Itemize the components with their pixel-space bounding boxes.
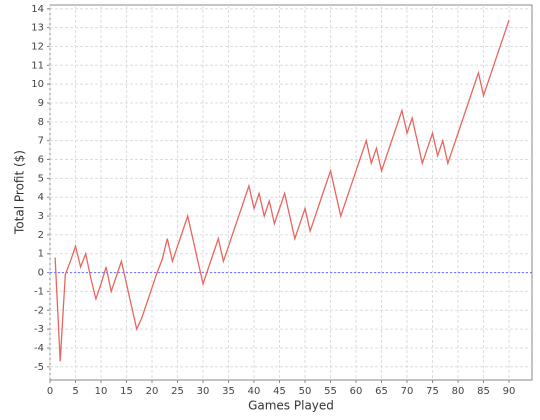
y-tick-label: 11 [31, 60, 44, 71]
line-series [54, 19, 510, 362]
x-tick-label: 80 [452, 386, 465, 397]
y-tick-label: 0 [38, 268, 44, 279]
x-tick-label: 55 [324, 386, 337, 397]
x-tick-label: 30 [197, 386, 210, 397]
y-axis-label: Total Profit ($) [13, 150, 27, 235]
plot-area [49, 4, 533, 381]
y-tick-label: 9 [38, 98, 44, 109]
x-tick-label: 40 [248, 386, 261, 397]
y-tick-label: 3 [38, 211, 44, 222]
x-tick-label: 45 [273, 386, 286, 397]
y-tick-label: 14 [31, 4, 44, 15]
x-tick-label: 0 [47, 386, 53, 397]
y-tick-label: -3 [34, 324, 44, 335]
x-tick-label: 65 [375, 386, 388, 397]
y-tick-label: 5 [38, 173, 44, 184]
y-tick-label: -1 [34, 286, 44, 297]
x-tick-label: 35 [222, 386, 235, 397]
x-axis-label: Games Played [248, 399, 334, 413]
y-tick-label: 4 [38, 192, 44, 203]
y-tick-label: 13 [31, 23, 44, 34]
y-tick-label: 2 [38, 230, 44, 241]
x-tick-label: 70 [401, 386, 414, 397]
x-tick-label: 5 [72, 386, 78, 397]
y-tick-label: 8 [38, 117, 44, 128]
x-tick-label: 15 [120, 386, 133, 397]
y-tick-label: 7 [38, 136, 44, 147]
y-tick-label: -4 [34, 343, 44, 354]
x-tick-label: 50 [299, 386, 312, 397]
x-tick-label: 60 [350, 386, 363, 397]
x-tick-label: 90 [503, 386, 516, 397]
y-tick-label: 6 [38, 155, 44, 166]
y-tick-label: 10 [31, 79, 44, 90]
x-tick-label: 75 [426, 386, 439, 397]
y-tick-label: 1 [38, 249, 44, 260]
x-tick-label: 10 [95, 386, 108, 397]
x-tick-label: 25 [171, 386, 184, 397]
x-tick-label: 85 [477, 386, 490, 397]
x-tick-label: 20 [146, 386, 159, 397]
y-tick-label: -5 [34, 362, 44, 373]
y-tick-label: 12 [31, 41, 44, 52]
y-tick-label: -2 [34, 305, 44, 316]
